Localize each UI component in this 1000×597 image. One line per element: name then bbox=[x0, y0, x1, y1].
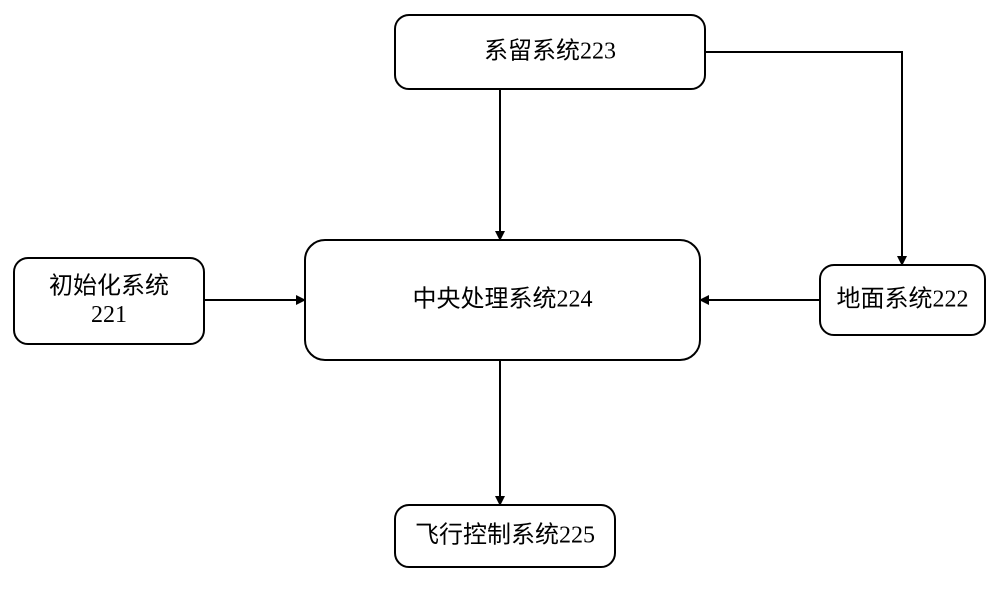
node-init: 初始化系统 221 bbox=[14, 258, 204, 344]
node-central-label: 中央处理系统224 bbox=[413, 286, 593, 313]
diagram-canvas: 系留系统223 初始化系统 221 中央处理系统224 地面系统222 飞行控制系统225 bbox=[0, 0, 1000, 597]
node-flight: 飞行控制系统225 bbox=[395, 505, 615, 567]
node-init-label-line1: 初始化系统 bbox=[49, 272, 169, 299]
node-flight-label: 飞行控制系统225 bbox=[415, 522, 595, 549]
node-init-label-line2: 221 bbox=[91, 302, 127, 328]
edge-tether-ground bbox=[705, 52, 902, 265]
node-central: 中央处理系统224 bbox=[305, 240, 700, 360]
node-init-box bbox=[14, 258, 204, 344]
node-tether: 系留系统223 bbox=[395, 15, 705, 89]
node-ground-label: 地面系统222 bbox=[837, 286, 969, 313]
node-ground: 地面系统222 bbox=[820, 265, 985, 335]
node-tether-label: 系留系统223 bbox=[484, 38, 616, 65]
